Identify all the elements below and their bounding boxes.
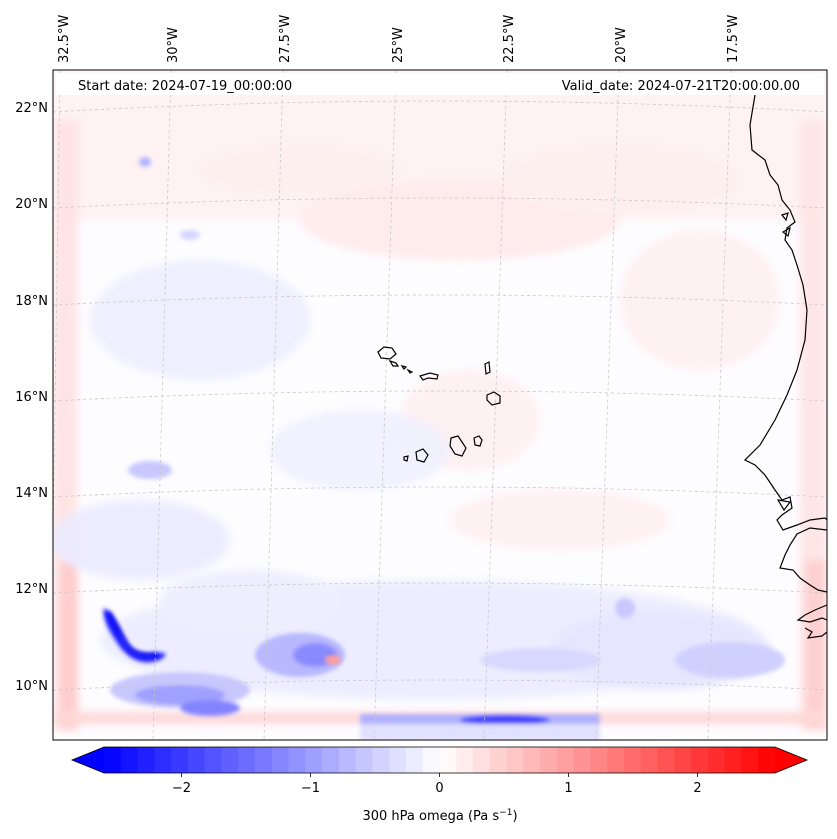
colorbar-cell: [422, 747, 441, 773]
colorbar-cell: [724, 747, 743, 773]
longitude-labels: 32.5°W 30°W 27.5°W 25°W 22.5°W 20°W 17.5…: [57, 15, 741, 63]
valid-date-label: Valid_date: 2024-07-21T20:00:00.00: [562, 79, 800, 94]
lon-label: 25°W: [391, 27, 406, 63]
colorbar-cell: [355, 747, 373, 773]
colorbar-cell: [338, 747, 357, 773]
colorbar-cell: [271, 747, 290, 773]
colorbar-cell: [758, 747, 776, 773]
colorbar-cell: [104, 747, 122, 773]
colorbar-cell: [154, 747, 172, 773]
colorbar-extend-min: [72, 747, 104, 773]
lat-label: 22°N: [15, 101, 48, 116]
colorbar-cell: [624, 747, 642, 773]
lon-label: 20°W: [614, 27, 629, 63]
coastline: [377, 94, 827, 639]
senegal-inlet: [776, 499, 792, 512]
lat-label: 18°N: [15, 294, 48, 309]
colorbar-cell: [691, 747, 709, 773]
lon-label: 30°W: [166, 27, 181, 63]
colorbar-cell: [439, 747, 457, 773]
colorbar-ticks: −2 −1 0 1 2: [172, 773, 702, 796]
colorbar-cell: [322, 747, 340, 773]
lat-label: 14°N: [15, 486, 48, 501]
colorbar-cell: [405, 747, 424, 773]
cape-verde-islands: [377, 346, 501, 463]
colorbar-cell: [171, 747, 189, 773]
colorbar-tick-label: −1: [301, 781, 320, 796]
lat-label: 20°N: [15, 197, 48, 212]
gridlines: [53, 70, 827, 740]
colorbar-cell: [657, 747, 675, 773]
colorbar-extend-max: [775, 747, 807, 773]
african-coastline: [743, 94, 827, 639]
latitude-labels: 22°N 20°N 18°N 16°N 14°N 12°N 10°N: [15, 101, 48, 694]
lat-label: 10°N: [15, 679, 48, 694]
colorbar-tick-label: 2: [693, 781, 701, 796]
colorbar-cell: [288, 747, 306, 773]
start-date-label: Start date: 2024-07-19_00:00:00: [78, 79, 292, 94]
colorbar-cell: [456, 747, 474, 773]
colorbar-cell: [120, 747, 139, 773]
colorbar-cell: [674, 747, 692, 773]
lon-label: 22.5°W: [502, 15, 517, 63]
lon-label: 32.5°W: [57, 15, 72, 63]
colorbar-tick-label: −2: [172, 781, 191, 796]
lon-label: 27.5°W: [278, 15, 293, 63]
colorbar-tick-label: 1: [564, 781, 572, 796]
colorbar-cell: [556, 747, 575, 773]
colorbar-cell: [137, 747, 155, 773]
colorbar-cell: [187, 747, 206, 773]
map-frame: [52, 69, 828, 741]
colorbar: −2 −1 0 1 2 300 hPa omega (Pa s−1): [70, 746, 809, 824]
colorbar-tick-label: 0: [435, 781, 443, 796]
colorbar-cell: [640, 747, 659, 773]
colorbar-cell: [221, 747, 239, 773]
colorbar-cell: [389, 747, 407, 773]
colorbar-cell: [707, 747, 726, 773]
colorbar-cell: [254, 747, 273, 773]
colorbar-cell: [238, 747, 256, 773]
lat-label: 12°N: [15, 582, 48, 597]
colorbar-cells: [72, 747, 807, 773]
colorbar-cell: [573, 747, 592, 773]
colorbar-cell: [204, 747, 223, 773]
colorbar-cell: [489, 747, 508, 773]
map-panel: Start date: 2024-07-19_00:00:00 Valid_da…: [52, 69, 828, 741]
colorbar-cell: [741, 747, 759, 773]
colorbar-cell: [523, 747, 541, 773]
colorbar-outline: [70, 746, 809, 774]
colorbar-cell: [473, 747, 491, 773]
colorbar-cell: [506, 747, 524, 773]
lon-label: 17.5°W: [726, 15, 741, 63]
colorbar-cell: [305, 747, 323, 773]
colorbar-cell: [540, 747, 558, 773]
info-strip: [56, 73, 824, 95]
colorbar-cell: [372, 747, 390, 773]
colorbar-cell: [607, 747, 625, 773]
coast-islets: [780, 212, 791, 238]
colorbar-cell: [590, 747, 608, 773]
colorbar-label: 300 hPa omega (Pa s−1): [362, 808, 517, 824]
lat-label: 16°N: [15, 390, 48, 405]
